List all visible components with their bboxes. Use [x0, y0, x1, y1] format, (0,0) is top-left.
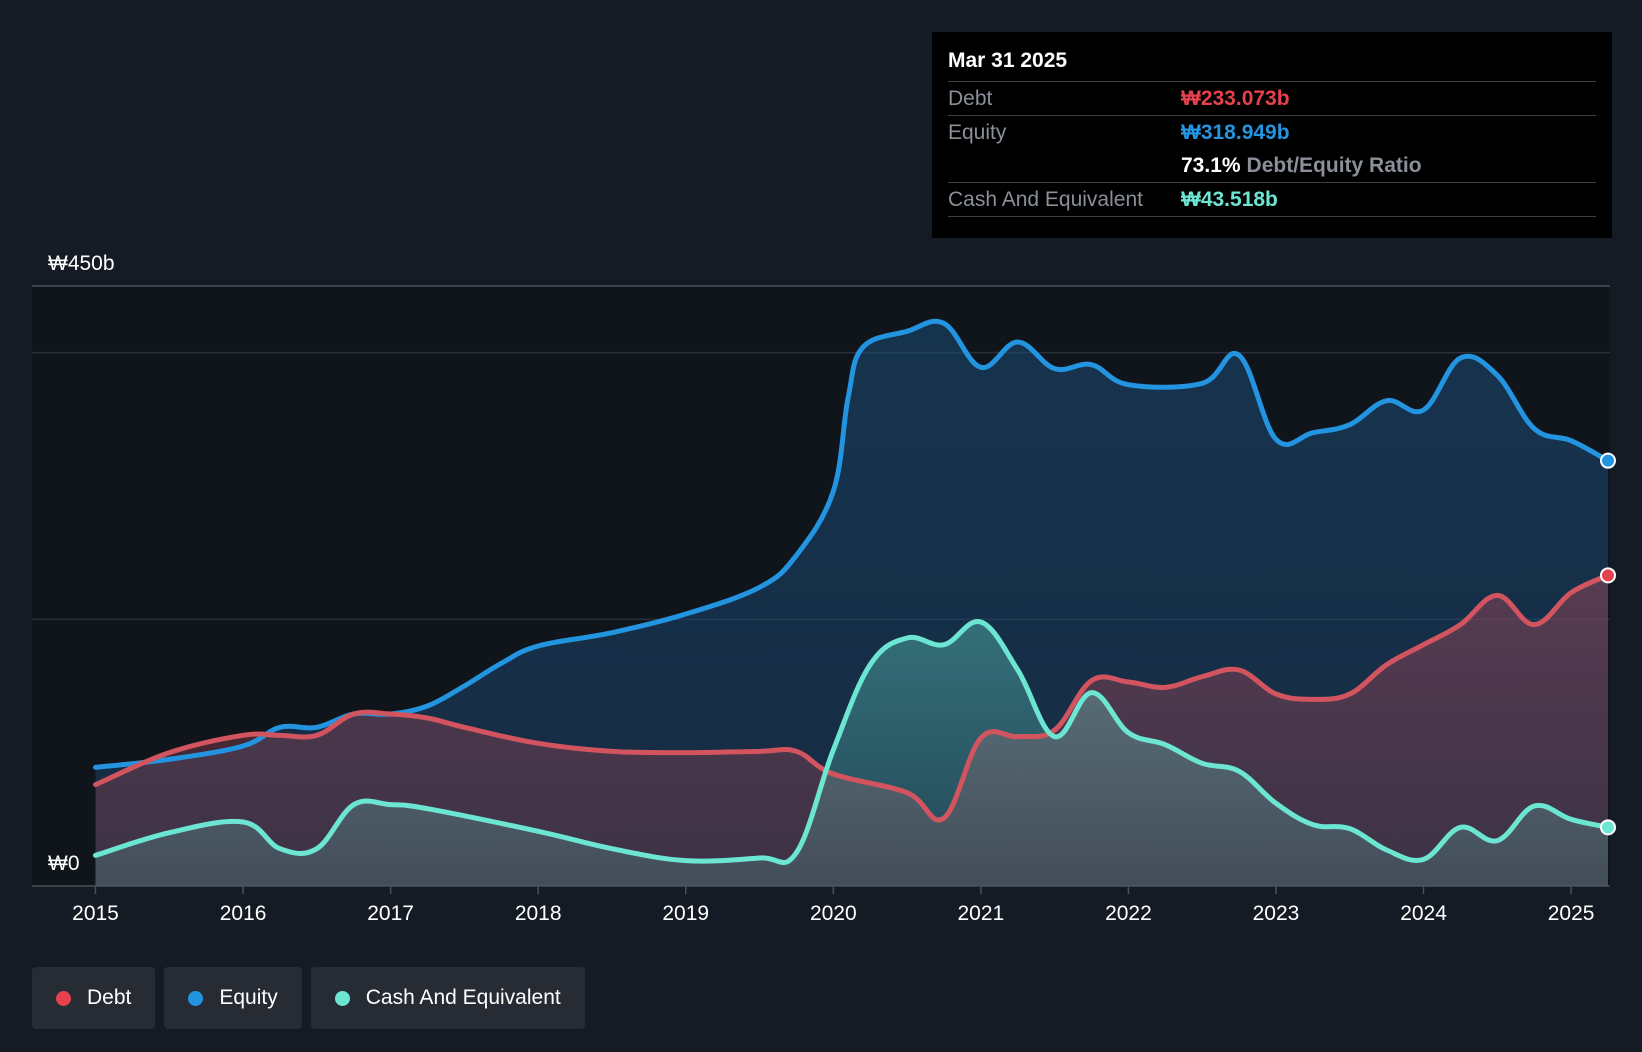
debt-line — [93, 572, 1611, 823]
tooltip-panel: Mar 31 2025 Debt ₩233.073b Equity ₩318.9… — [932, 32, 1612, 238]
tooltip-debt-label: Debt — [948, 87, 993, 110]
x-tick-label: 2020 — [810, 902, 857, 925]
equity-end-marker[interactable] — [1600, 452, 1616, 469]
tooltip-debt-value: ₩233.073b — [1181, 87, 1290, 110]
cash-line — [93, 619, 1611, 866]
legend-item-equity[interactable]: Equity — [164, 967, 302, 1029]
tooltip-debt-row: Debt ₩233.073b — [948, 82, 1596, 116]
x-tick-label: 2021 — [958, 902, 1005, 925]
legend-cash-label: Cash And Equivalent — [365, 986, 561, 1009]
x-tick-label: 2018 — [515, 902, 562, 925]
debt-end-marker[interactable] — [1600, 567, 1616, 584]
legend-item-debt[interactable]: Debt — [32, 967, 156, 1029]
x-tick-label: 2025 — [1548, 902, 1595, 925]
x-tick-label: 2016 — [220, 902, 267, 925]
tooltip-ratio-value: 73.1% — [1181, 154, 1241, 177]
x-tick-label: 2022 — [1105, 902, 1152, 925]
x-tick-label: 2015 — [72, 902, 119, 925]
y-label-bottom: ₩0 — [48, 852, 80, 875]
x-tick-label: 2019 — [662, 902, 709, 925]
legend-item-cash[interactable]: Cash And Equivalent — [310, 967, 585, 1029]
y-label-top: ₩450b — [48, 252, 115, 275]
tooltip-ratio-label: Debt/Equity Ratio — [1246, 154, 1422, 177]
legend-debt-label: Debt — [87, 986, 132, 1009]
tooltip-cash-value: ₩43.518b — [1181, 188, 1278, 211]
tooltip-cash-row: Cash And Equivalent ₩43.518b — [948, 183, 1596, 217]
x-tick-label: 2017 — [367, 902, 414, 925]
tooltip-ratio-row: 73.1% Debt/Equity Ratio — [948, 149, 1596, 183]
legend-equity-dot-icon — [188, 990, 204, 1006]
tooltip-equity-row: Equity ₩318.949b — [948, 116, 1596, 149]
chart-legend: Debt Equity Cash And Equivalent — [32, 967, 585, 1029]
x-tick-label: 2024 — [1400, 902, 1447, 925]
x-tick-label: 2023 — [1253, 902, 1300, 925]
legend-debt-dot-icon — [56, 990, 71, 1006]
tooltip-equity-value: ₩318.949b — [1181, 121, 1290, 144]
tooltip-cash-label: Cash And Equivalent — [948, 188, 1143, 211]
legend-equity-label: Equity — [219, 986, 278, 1009]
tooltip-equity-label: Equity — [948, 121, 1007, 144]
cash-end-marker[interactable] — [1600, 819, 1616, 836]
tooltip-date: Mar 31 2025 — [948, 46, 1596, 82]
legend-cash-dot-icon — [334, 990, 350, 1006]
